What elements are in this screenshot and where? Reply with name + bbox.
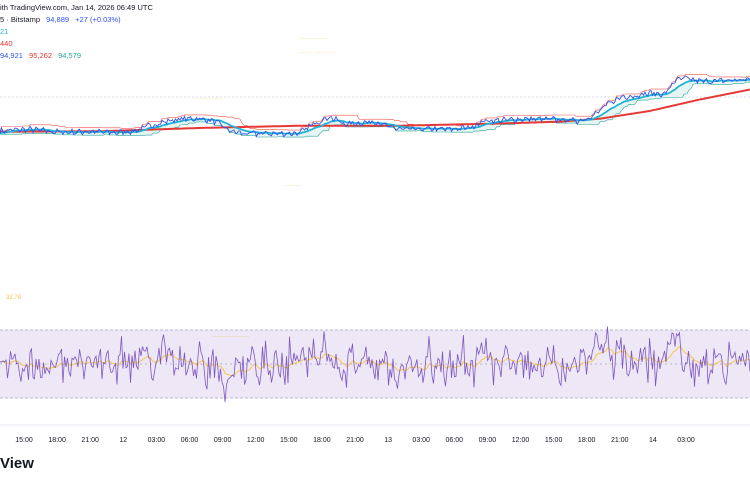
price-series-line [0,75,750,138]
time-axis-tick-label: 06:00 [446,437,464,444]
time-axis-tick-label: 15:00 [545,437,563,444]
indicator-value-2: 440 [0,39,13,48]
time-axis-tick-label: 21:00 [81,437,99,444]
rsi-line [0,326,750,403]
rsi-value-label: 32.78 [6,295,22,301]
annotation-marker-2: ········ ········ ······ [300,50,336,55]
time-axis-tick-label: 21:00 [346,437,364,444]
time-axis-tick-label: 09:00 [214,437,232,444]
symbol-interval: 5 · Bitstamp [0,15,41,24]
band-lower-value: 94,579 [58,51,82,60]
band-upper-line [0,74,750,133]
time-axis-tick-label: 21:00 [611,437,629,444]
time-axis-tick-label: 03:00 [677,437,695,444]
indicator-legend-1[interactable]: 21 [0,27,12,37]
time-axis-tick-label: 14 [649,437,657,444]
time-axis-tick-label: 18:00 [578,437,596,444]
time-axis-tick-label: 09:00 [479,437,497,444]
symbol-legend[interactable]: 5 · Bitstamp 94,889 +27 (+0.03%) [0,15,125,25]
indicator-value-1: 21 [0,27,9,36]
annotation-marker-1: ······· ·· ··· ···· [300,36,328,41]
indicator-legend-2[interactable]: 440 [0,39,17,49]
indicator-legend-3[interactable]: 94,921 95,262 94,579 [0,51,85,61]
band-fill-area [0,79,750,138]
tradingview-brand: View [0,455,34,472]
price-layer [0,75,750,138]
ema-slow-line [0,88,750,133]
band-lower-line [0,81,750,138]
time-axis: 15:00 18:00 21:00 12 03:00 06:00 09:00 12:00 15:… [15,437,695,444]
time-axis-tick-label: 06:00 [181,437,199,444]
time-axis-tick-label: 03:00 [148,437,166,444]
annotation-marker-3: ··················· [195,96,224,101]
band-basis-value: 94,921 [0,51,23,60]
time-axis-tick-label: 13 [384,437,392,444]
rsi-layer [0,326,750,403]
time-axis-tick-label: 15:00 [280,437,298,444]
time-axis-tick-label: 12 [119,437,127,444]
publish-info: ith TradingView.com, Jan 14, 2026 06:49 … [0,3,153,12]
time-axis-tick-label: 18:00 [48,437,66,444]
annotation-marker-4: ·········· [285,183,300,188]
last-price: 94,889 [46,15,70,24]
time-axis-tick-label: 18:00 [313,437,331,444]
ema-slow-layer [0,88,750,133]
time-axis-tick-label: 15:00 [15,437,33,444]
time-axis-tick-label: 03:00 [412,437,430,444]
price-change: +27 (+0.03%) [75,15,121,24]
band-upper-value: 95,262 [29,51,52,60]
time-axis-tick-label: 12:00 [512,437,530,444]
annotation-marker-5: ························· [212,334,250,339]
time-axis-tick-label: 12:00 [247,437,265,444]
band-layer [0,74,750,138]
